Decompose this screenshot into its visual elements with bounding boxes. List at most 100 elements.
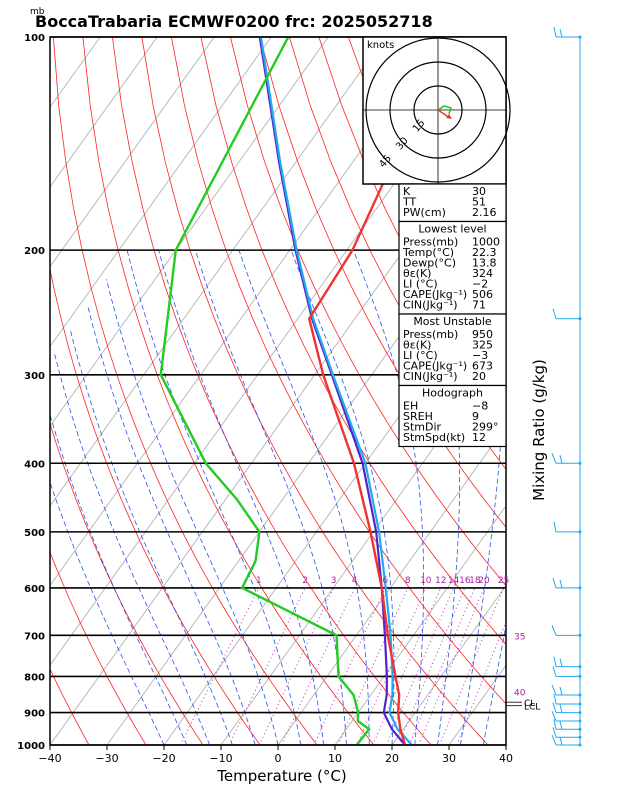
mixing-ratio-label: 20 bbox=[478, 576, 490, 586]
mixing-ratio-line bbox=[281, 587, 356, 745]
wind-barb-flag bbox=[552, 577, 557, 589]
mixing-ratio-line bbox=[418, 587, 485, 745]
index-value: 22.3 bbox=[472, 246, 497, 259]
isotherm bbox=[277, 425, 506, 745]
wind-barb-flag bbox=[552, 308, 557, 319]
wind-barb-point bbox=[578, 586, 582, 590]
index-label: CIN(Jkg⁻¹) bbox=[403, 299, 458, 312]
x-tick-label: −10 bbox=[209, 752, 232, 765]
moist-adiabat bbox=[482, 622, 506, 745]
wind-barb-point bbox=[578, 727, 582, 731]
index-value: 20 bbox=[472, 370, 486, 383]
mixing-ratio-label: 4 bbox=[352, 576, 358, 586]
index-label: PW(cm) bbox=[403, 206, 446, 219]
pressure-tick-label: 900 bbox=[24, 709, 45, 720]
pressure-tick-label: 200 bbox=[24, 246, 45, 257]
chart-title: BoccaTrabaria ECMWF0200 frc: 2025052718 bbox=[35, 12, 433, 31]
index-value: 13.8 bbox=[472, 257, 497, 270]
wind-barb-flag bbox=[559, 736, 563, 746]
x-axis-label: Temperature (°C) bbox=[216, 767, 346, 785]
mixing-ratio-label: 12 bbox=[435, 576, 446, 586]
index-label: SREH bbox=[403, 410, 433, 423]
wind-barb-flag bbox=[551, 453, 557, 464]
index-value: 1000 bbox=[472, 236, 500, 249]
index-value: 71 bbox=[472, 299, 486, 312]
wind-barb-flag bbox=[559, 579, 563, 589]
wind-barb-flag bbox=[551, 684, 557, 696]
mixing-ratio-line bbox=[313, 587, 386, 745]
index-value: 51 bbox=[472, 196, 486, 209]
dry-adiabat bbox=[82, 37, 375, 745]
index-label: StmSpd(kt) bbox=[403, 431, 465, 444]
hodograph-ring bbox=[413, 85, 463, 135]
pressure-tick-label: 700 bbox=[24, 631, 45, 642]
mixing-ratio-label: 18 bbox=[469, 576, 481, 586]
mixing-ratio-label: 8 bbox=[405, 576, 411, 586]
wind-barb-flag bbox=[553, 521, 557, 532]
pressure-tick-label: 600 bbox=[24, 584, 45, 595]
index-value: 2.16 bbox=[472, 206, 497, 219]
wind-barbs bbox=[551, 26, 582, 747]
wind-barb-point bbox=[578, 461, 582, 465]
wind-barb-point bbox=[578, 735, 582, 739]
index-label: TT bbox=[402, 196, 417, 209]
index-label: LI (°C) bbox=[403, 278, 438, 291]
mixing-ratio-line bbox=[337, 587, 409, 745]
dry-adiabat bbox=[584, 37, 618, 745]
isotherm bbox=[50, 37, 329, 427]
index-label: CAPE(Jkg⁻¹) bbox=[403, 360, 467, 373]
moist-adiabat bbox=[70, 330, 233, 745]
indices-section bbox=[398, 313, 507, 387]
dry-adiabat bbox=[50, 668, 90, 745]
index-value: 506 bbox=[472, 288, 493, 301]
hodograph-frame bbox=[362, 36, 507, 185]
mixing-ratio-label: 25 bbox=[498, 576, 509, 586]
wind-barb-point bbox=[578, 530, 582, 534]
temperature-curve bbox=[307, 37, 455, 745]
wind-barb-point bbox=[578, 633, 582, 637]
index-label: StmDir bbox=[403, 421, 442, 434]
wind-barb-flag bbox=[559, 721, 563, 730]
wind-barb-point bbox=[578, 317, 582, 321]
index-value: −8 bbox=[472, 400, 488, 413]
index-value: 12 bbox=[472, 431, 486, 444]
mixing-ratio-label: 16 bbox=[459, 576, 471, 586]
index-label: Press(mb) bbox=[403, 236, 458, 249]
mixing-ratio-axis-label: Mixing Ratio (g/kg) bbox=[530, 359, 548, 501]
moist-adiabat bbox=[195, 249, 347, 745]
wind-barb-point bbox=[578, 719, 582, 723]
index-label: CAPE(Jkg⁻¹) bbox=[403, 288, 467, 301]
storm-motion-arrowhead bbox=[446, 114, 452, 119]
mixing-ratio-label: 14 bbox=[448, 576, 460, 586]
dry-adiabat bbox=[614, 37, 618, 745]
pressure-tick-label: 300 bbox=[24, 371, 45, 382]
mixing-ratio-label: 3 bbox=[331, 576, 337, 586]
x-tick-label: −30 bbox=[95, 752, 118, 765]
wind-barb-flag bbox=[552, 727, 557, 738]
wind-barb-flag bbox=[559, 658, 563, 667]
dry-adiabat bbox=[555, 37, 618, 745]
dry-adiabat bbox=[50, 422, 204, 745]
isotherm bbox=[50, 37, 158, 188]
dry-adiabat bbox=[50, 551, 147, 745]
wind-barb-point bbox=[578, 711, 582, 715]
wind-barb-flag bbox=[551, 734, 557, 746]
wind-barb-flag bbox=[551, 625, 557, 636]
indices-section bbox=[398, 183, 507, 223]
wind-barb-point bbox=[578, 743, 582, 747]
moist-adiabat bbox=[50, 413, 188, 745]
index-label: K bbox=[403, 185, 411, 198]
index-value: 299° bbox=[472, 421, 499, 434]
moist-adiabat bbox=[158, 249, 324, 745]
wind-barb-point bbox=[578, 674, 582, 678]
index-label: Temp(°C) bbox=[402, 246, 454, 259]
mixing-ratio-line bbox=[179, 587, 260, 745]
index-label: Dewp(°C) bbox=[403, 257, 456, 270]
index-label: LI (°C) bbox=[403, 349, 438, 362]
x-tick-label: 10 bbox=[328, 752, 342, 765]
indices-heading: Lowest level bbox=[418, 223, 486, 236]
index-label: EH bbox=[403, 400, 418, 413]
profiles bbox=[159, 37, 455, 745]
